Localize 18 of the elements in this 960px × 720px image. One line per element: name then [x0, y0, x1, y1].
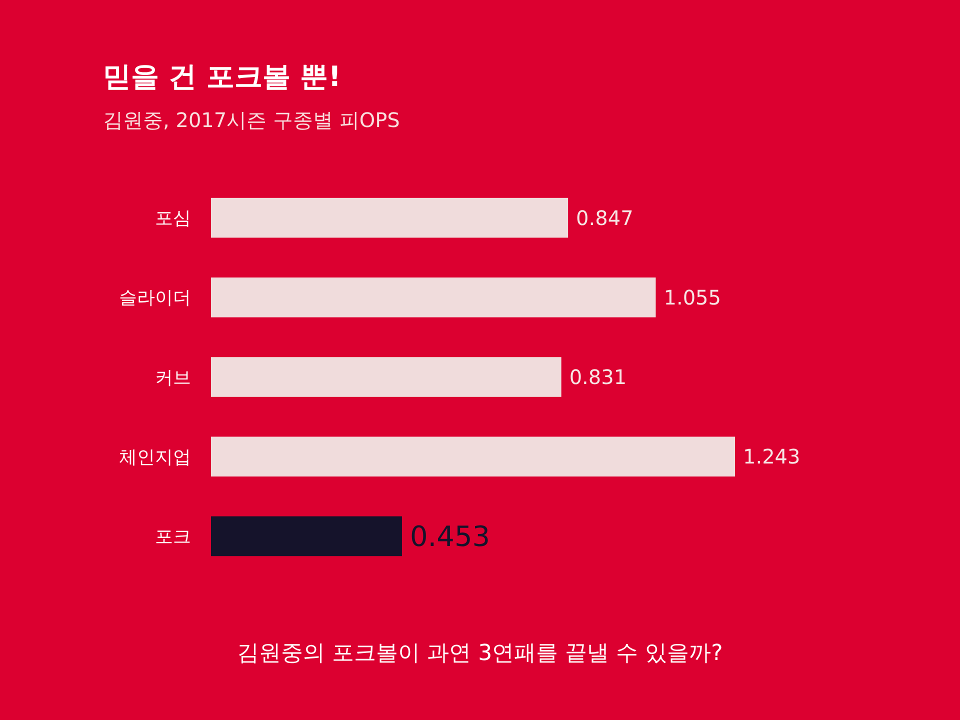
- chart-subtitle: 김원중, 2017시즌 구종별 피OPS: [103, 108, 400, 132]
- text: 김원중의 포크볼이 과연 3연패를 끝낼 수 있을까?: [237, 641, 723, 666]
- bar: [211, 198, 568, 238]
- y-tick-label: 슬라이더: [119, 288, 191, 309]
- data-label: 1.055: [664, 285, 722, 310]
- bar: [211, 278, 656, 318]
- data-label: 1.243: [743, 444, 800, 469]
- data-label: 0.847: [576, 206, 634, 230]
- bar: [211, 357, 562, 397]
- y-tick-label: 포크: [155, 526, 191, 548]
- y-tick-label: 체인지업: [119, 446, 191, 468]
- y-tick-label: 커브: [155, 367, 191, 388]
- chart-title: 믿을 건 포크볼 뿐!: [103, 60, 342, 93]
- bar: [211, 516, 402, 556]
- data-label: 0.831: [569, 365, 627, 389]
- y-tick-label: 포심: [155, 208, 191, 230]
- bar: [211, 436, 735, 476]
- data-label: 0.453: [410, 520, 490, 553]
